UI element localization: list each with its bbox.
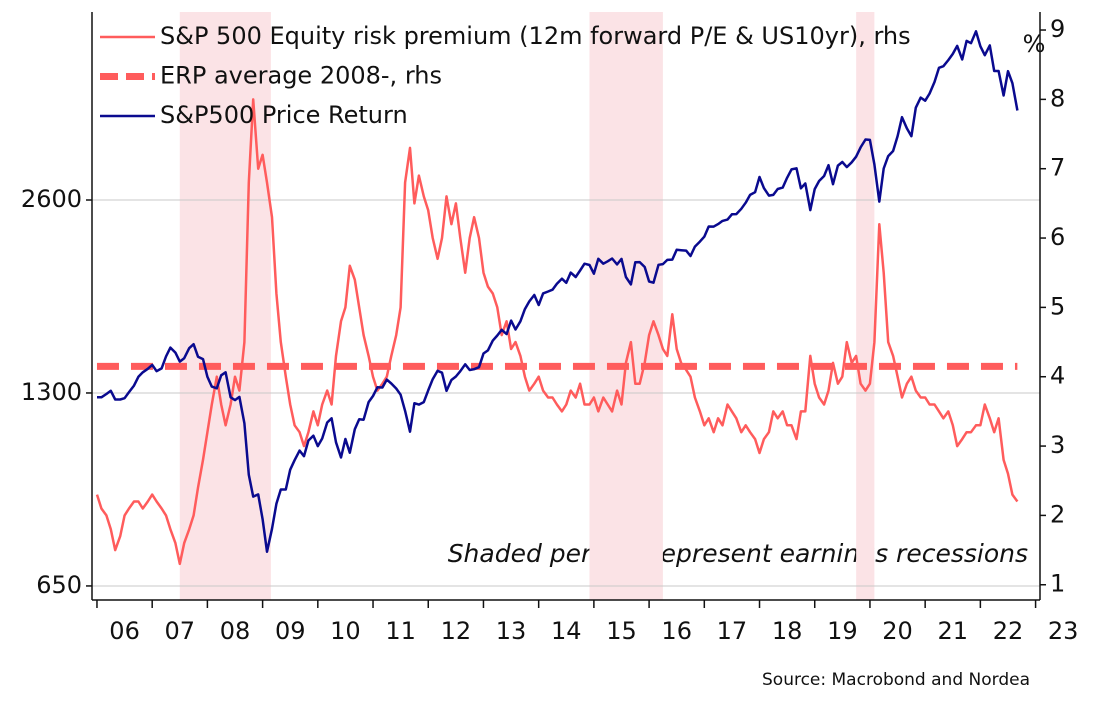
y2-tick-label: 4 bbox=[1050, 362, 1065, 390]
x-tick-label: 22 bbox=[993, 617, 1024, 645]
x-tick-label: 11 bbox=[385, 617, 416, 645]
x-tick-label: 08 bbox=[220, 617, 251, 645]
y-tick-label: 1300 bbox=[21, 378, 82, 406]
series-line bbox=[95, 98, 1019, 566]
y-tick-label: 2600 bbox=[21, 185, 82, 213]
annotation: Shaded periods represent earnings recess… bbox=[448, 539, 1028, 568]
x-tick-label: 12 bbox=[441, 617, 472, 645]
x-tick-label: 07 bbox=[165, 617, 196, 645]
y-tick-label: 650 bbox=[36, 571, 82, 599]
x-tick-label: 06 bbox=[109, 617, 140, 645]
source: Source: Macrobond and Nordea bbox=[762, 670, 1030, 690]
y2-tick-label: 9 bbox=[1050, 15, 1065, 43]
y2-tick-label: 5 bbox=[1050, 292, 1065, 320]
x-tick-label: 09 bbox=[275, 617, 306, 645]
y2-unit: % bbox=[1023, 30, 1046, 58]
x-tick-label: 10 bbox=[330, 617, 361, 645]
x-tick-label: 23 bbox=[1048, 617, 1079, 645]
y2-tick-label: 7 bbox=[1050, 154, 1065, 182]
legend: S&P 500 Equity risk premium (12m forward… bbox=[100, 22, 911, 129]
y2-tick-label: 3 bbox=[1050, 431, 1065, 459]
x-tick-label: 14 bbox=[551, 617, 582, 645]
legend-label: S&P500 Price Return bbox=[160, 101, 408, 129]
legend-label: ERP average 2008-, rhs bbox=[160, 62, 442, 90]
x-tick-label: 16 bbox=[661, 617, 692, 645]
x-tick-label: 15 bbox=[606, 617, 637, 645]
y2-tick-label: 6 bbox=[1050, 223, 1065, 251]
y2-tick-label: 8 bbox=[1050, 84, 1065, 112]
x-tick-label: 19 bbox=[827, 617, 858, 645]
shaded-period bbox=[589, 12, 663, 600]
y2-tick-label: 2 bbox=[1050, 500, 1065, 528]
x-tick-label: 17 bbox=[717, 617, 748, 645]
y2-tick-label: 1 bbox=[1050, 570, 1065, 598]
shaded-period bbox=[856, 12, 875, 600]
legend-label: S&P 500 Equity risk premium (12m forward… bbox=[160, 22, 911, 50]
x-tick-label: 20 bbox=[882, 617, 913, 645]
series-line bbox=[97, 30, 1019, 553]
x-tick-label: 18 bbox=[772, 617, 803, 645]
x-tick-label: 13 bbox=[496, 617, 527, 645]
x-tick-label: 21 bbox=[937, 617, 968, 645]
